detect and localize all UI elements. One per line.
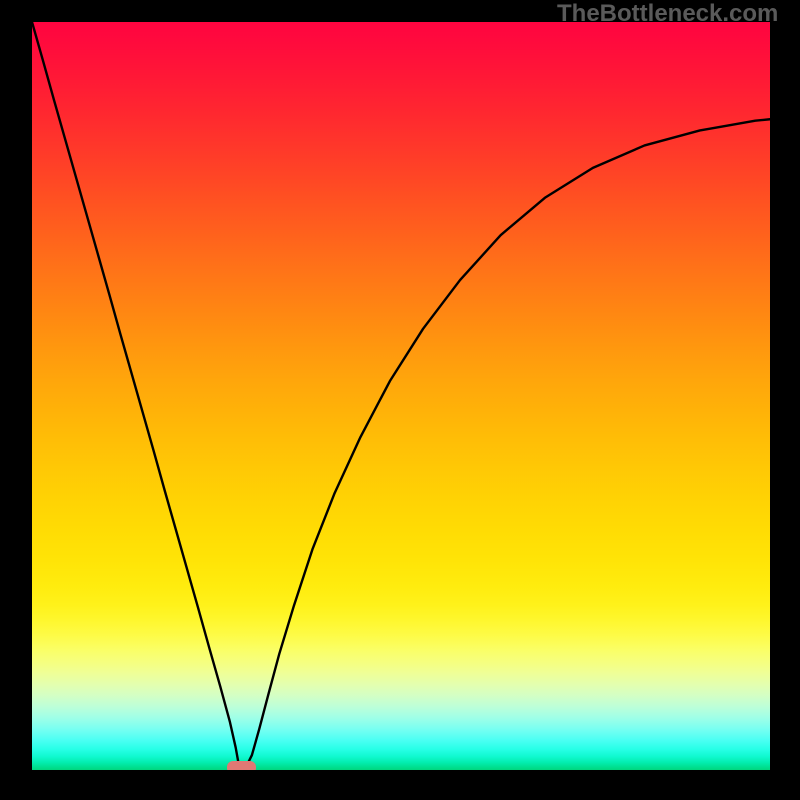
chart-frame [32,22,770,770]
chart-curve-svg [32,22,770,770]
chart-min-marker [227,761,257,770]
watermark-text: TheBottleneck.com [557,0,778,28]
chart-curve-path [32,22,770,769]
chart-plot-area [32,22,770,770]
